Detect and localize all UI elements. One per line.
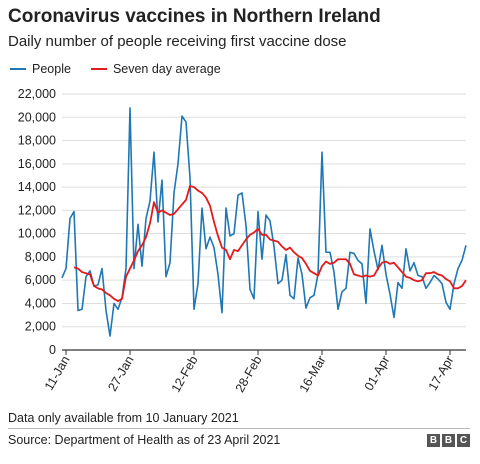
y-tick-label: 18,000	[18, 134, 56, 148]
series-line-people	[61, 107, 467, 337]
x-tick-label: 16-Mar	[297, 354, 329, 395]
y-tick-label: 8,000	[25, 250, 56, 264]
data-note: Data only available from 10 January 2021	[8, 411, 239, 425]
series-lines	[61, 107, 467, 337]
y-tick-label: 20,000	[18, 110, 56, 124]
bbc-logo-letter: B	[427, 434, 440, 447]
y-tick-label: 16,000	[18, 157, 56, 171]
legend-label-people: People	[32, 62, 71, 76]
bbc-logo-letter: B	[442, 434, 455, 447]
y-tick-label: 4,000	[25, 296, 56, 310]
x-tick-label: 12-Feb	[169, 353, 201, 394]
series-line-seven-day-average	[73, 185, 467, 303]
x-tick-label: 11-Jan	[42, 353, 73, 392]
x-axis-ticks: 11-Jan 27-Jan 12-Feb 28-Feb 16-Mar 01-Apr 17-A…	[42, 350, 457, 395]
chart-plot: 0 2,000 4,000 6,000 8,000 10,000 12,000 14,000 1…	[18, 87, 467, 395]
y-axis-ticks: 0 2,000 4,000 6,000 8,000 10,000 12,000 14,000 1…	[18, 87, 56, 357]
x-tick-label: 01-Apr	[362, 354, 393, 394]
source-text: Source: Department of Health as of 23 Ap…	[8, 433, 281, 447]
y-tick-label: 2,000	[25, 320, 56, 334]
y-tick-label: 6,000	[25, 273, 56, 287]
legend-label-average: Seven day average	[112, 62, 221, 76]
legend-swatch-average	[90, 68, 107, 70]
y-tick-label: 12,000	[18, 203, 56, 217]
x-tick-label: 28-Feb	[233, 353, 265, 394]
legend-item-people: People	[10, 62, 71, 76]
bbc-logo: B B C	[425, 434, 470, 447]
chart-title: Coronavirus vaccines in Northern Ireland	[8, 6, 381, 27]
x-tick-label: 27-Jan	[105, 353, 136, 393]
y-tick-label: 22,000	[18, 87, 56, 101]
chart-legend: People Seven day average	[10, 62, 241, 76]
footer-divider	[8, 428, 470, 429]
y-tick-label: 10,000	[18, 227, 56, 241]
bbc-logo-letter: C	[457, 434, 470, 447]
x-tick-label: 17-Apr	[426, 354, 457, 394]
chart-subtitle: Daily number of people receiving first v…	[8, 33, 347, 50]
legend-item-average: Seven day average	[90, 62, 221, 76]
y-tick-label: 0	[49, 343, 56, 357]
y-tick-label: 14,000	[18, 180, 56, 194]
legend-swatch-people	[10, 68, 26, 70]
